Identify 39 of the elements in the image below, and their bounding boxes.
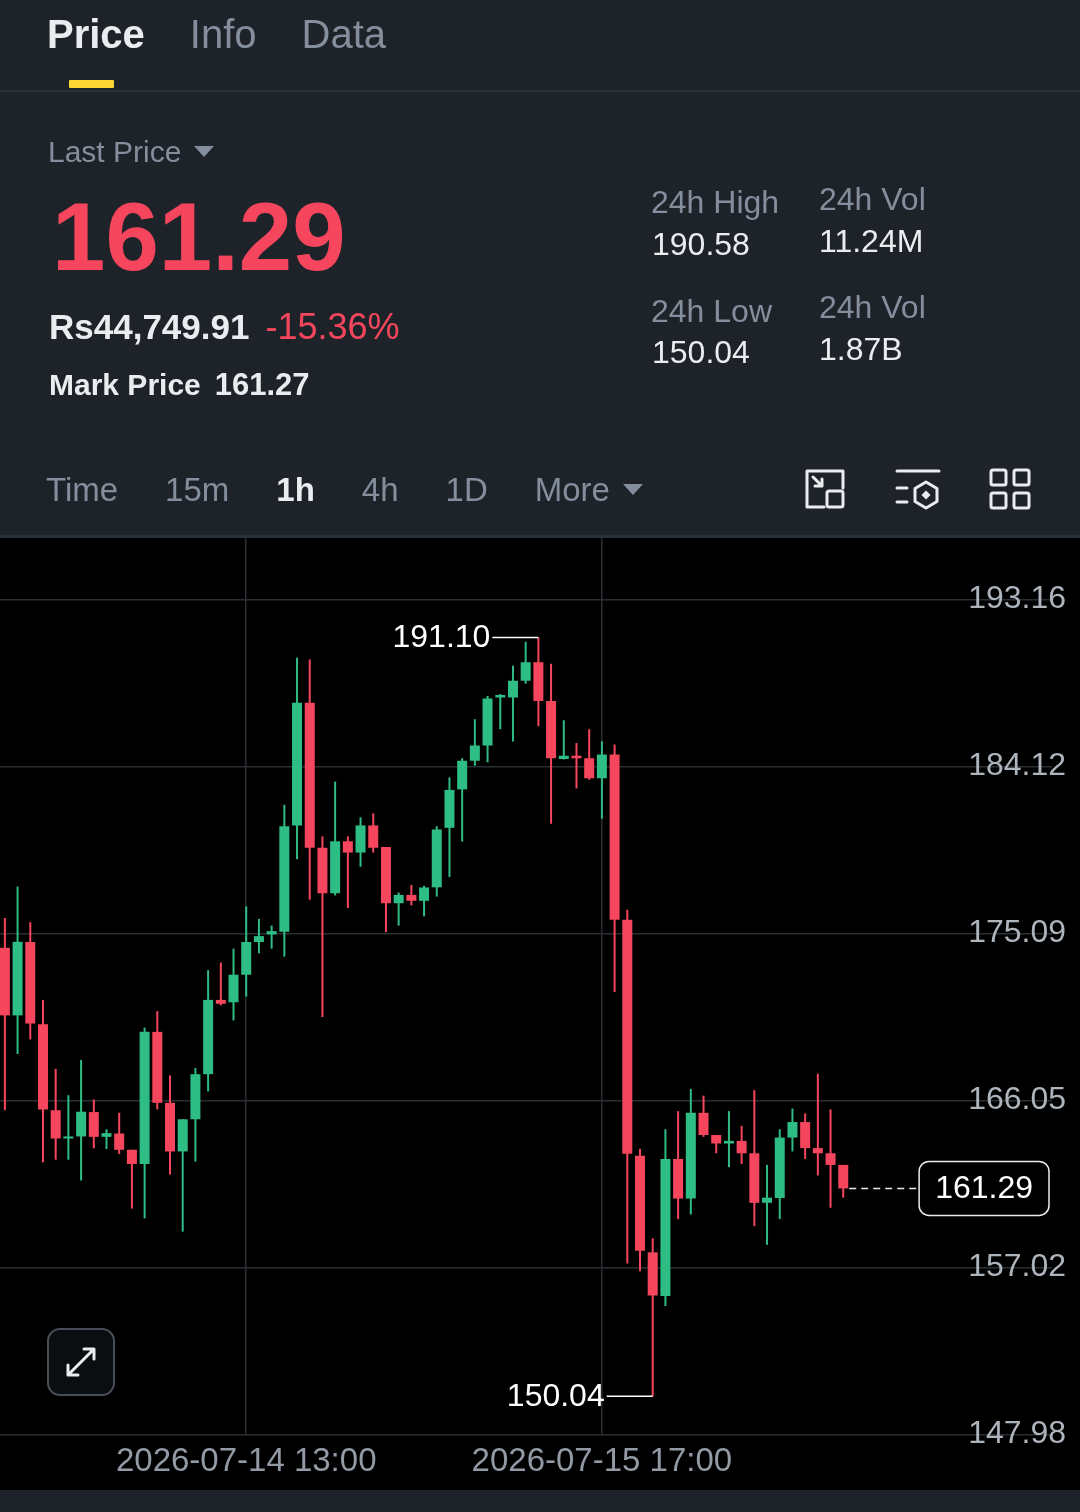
- y-tick-label: 175.09: [968, 913, 1066, 950]
- y-tick-label: 157.02: [968, 1247, 1066, 1284]
- text: Data: [301, 11, 387, 58]
- candlestick: [558, 720, 569, 760]
- text: 1.87B: [819, 329, 903, 369]
- text: Rs44,749.91: [49, 306, 250, 348]
- text: Info: [189, 11, 257, 58]
- text: 161.27: [214, 366, 310, 404]
- y-tick-label: 166.05: [968, 1080, 1066, 1117]
- text: 24h Vol: [819, 287, 926, 327]
- x-tick-label: 2026-07-14 13:00: [115, 1441, 377, 1479]
- candlestick: [812, 1073, 823, 1176]
- ref-line-label: 161.29: [935, 1169, 1033, 1206]
- text: 24h High: [651, 182, 780, 222]
- x-tick-label: 2026-07-15 17:00: [471, 1441, 733, 1479]
- annotation: 150.04: [506, 1377, 605, 1414]
- y-tick-label: 193.16: [968, 579, 1066, 616]
- y-tick-label: 184.12: [968, 746, 1066, 783]
- text: 24h Vol: [819, 179, 926, 219]
- text: Price: [47, 11, 145, 58]
- candlestick: [495, 693, 506, 730]
- text: 1D: [445, 470, 488, 510]
- text: Last Price: [48, 134, 182, 170]
- text: 4h: [361, 470, 399, 510]
- text: 161.29: [52, 182, 346, 293]
- candlestick: [762, 1164, 773, 1245]
- text: -15.36%: [265, 305, 400, 349]
- text: 11.24M: [819, 221, 924, 261]
- annotation: 191.10: [392, 618, 491, 655]
- text: 15m: [165, 470, 230, 510]
- text: Time: [46, 470, 119, 510]
- text: More: [534, 470, 610, 510]
- candlestick: [63, 1095, 74, 1160]
- text: 150.04: [652, 332, 750, 372]
- text: Mark Price: [49, 367, 201, 403]
- text: 1h: [276, 470, 315, 510]
- y-tick-label: 147.98: [968, 1414, 1066, 1451]
- text: 24h Low: [651, 291, 772, 331]
- text: 190.58: [652, 224, 750, 264]
